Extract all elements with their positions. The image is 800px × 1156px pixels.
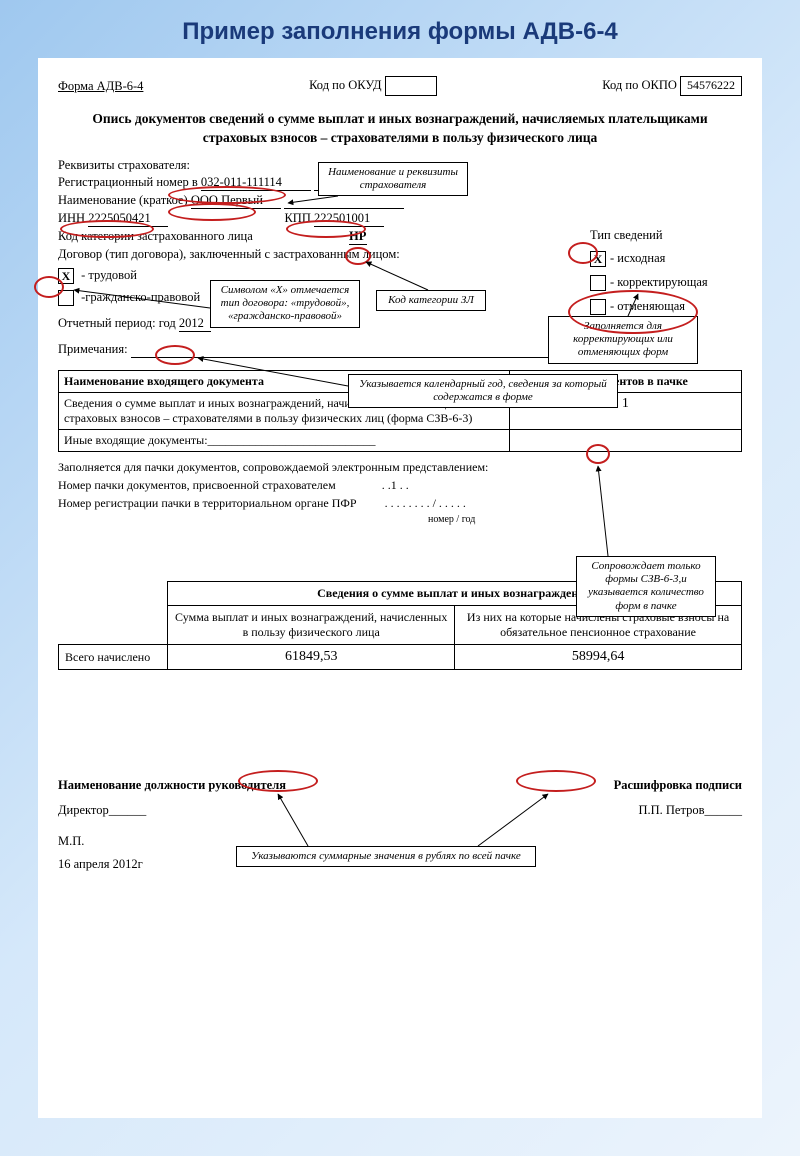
tbl2-val1: 61849,53 xyxy=(168,645,455,670)
tbl2-rowlabel: Всего начислено xyxy=(59,645,168,670)
opt-gp: -гражданско-правовой xyxy=(81,290,200,304)
cat-label: Код категории застрахованного лица xyxy=(58,229,253,243)
checkbox-gp[interactable] xyxy=(58,290,74,306)
signature-values: Директор______ П.П. Петров______ xyxy=(58,803,742,818)
note-line2-val: . .1 . . xyxy=(382,478,409,492)
header-row: Форма АДВ-6-4 Код по ОКУД Код по ОКПО 54… xyxy=(58,76,742,96)
okud-group: Код по ОКУД xyxy=(309,76,437,96)
note-line3: Номер регистрации пачки в территориально… xyxy=(58,496,357,510)
period-label: Отчетный период: год xyxy=(58,316,176,330)
callout-year: Указывается календарный год, сведения за… xyxy=(348,374,618,408)
notes-block: Заполняется для пачки документов, сопров… xyxy=(58,458,742,527)
opt-korr: - корректирующая xyxy=(610,275,708,289)
okud-value xyxy=(385,76,437,96)
tbl2-col1: Сумма выплат и иных вознаграждений, начи… xyxy=(168,606,455,645)
sig-label: Расшифровка подписи xyxy=(614,778,742,793)
tbl1-r2c1: Иные входящие документы:________________… xyxy=(59,430,510,452)
checkbox-korr[interactable] xyxy=(590,275,606,291)
sig-value: П.П. Петров______ xyxy=(638,803,742,818)
period-value: 2012 xyxy=(179,316,211,332)
name-label: Наименование (краткое) xyxy=(58,193,188,207)
subtitle: Опись документов сведений о сумме выплат… xyxy=(78,110,722,148)
checkbox-ishod[interactable]: X xyxy=(590,251,606,267)
form-code: Форма АДВ-6-4 xyxy=(58,79,143,94)
callout-insurer: Наименование и реквизиты страхователя xyxy=(318,162,468,196)
reg-value: 032-011-111114 xyxy=(201,175,311,191)
pos-label: Наименование должности руководителя xyxy=(58,778,286,793)
inn-label: ИНН xyxy=(58,211,85,225)
okpo-label: Код по ОКПО xyxy=(602,78,677,92)
okud-label: Код по ОКУД xyxy=(309,78,381,92)
callout-catcode: Код категории ЗЛ xyxy=(376,290,486,311)
callout-symbol: Символом «Х» отмечается тип договора: «т… xyxy=(210,280,360,328)
inn-value: 2225050421 xyxy=(88,211,168,227)
callout-sum: Указываются суммарные значения в рублях … xyxy=(236,846,536,867)
note-line3-val: . . . . . . . . / . . . . . xyxy=(385,496,466,510)
opt-trud: - трудовой xyxy=(81,268,137,282)
callout-korr: Заполняется для корректирующих или отмен… xyxy=(548,316,698,364)
name-value: ООО Первый xyxy=(191,193,281,209)
cat-value: НР xyxy=(349,229,367,245)
kpp-value: 222501001 xyxy=(314,211,384,227)
type-info-block: Тип сведений X - исходная - корректирующа… xyxy=(590,228,740,323)
checkbox-trud[interactable]: X xyxy=(58,268,74,284)
note-line2: Номер пачки документов, присвоенной стра… xyxy=(58,478,336,492)
okpo-value: 54576222 xyxy=(680,76,742,96)
notes-label: Примечания: xyxy=(58,342,128,356)
signature-header: Наименование должности руководителя Расш… xyxy=(58,778,742,793)
note-line3-sub: номер / год xyxy=(428,512,742,527)
checkbox-otm[interactable] xyxy=(590,299,606,315)
note-line1: Заполняется для пачки документов, сопров… xyxy=(58,458,742,476)
callout-szv: Сопровождает только формы СЗВ-6-3,и указ… xyxy=(576,556,716,617)
kpp-label: КПП xyxy=(284,211,310,225)
page-title: Пример заполнения формы АДВ-6-4 xyxy=(0,0,800,58)
tbl1-r2c2 xyxy=(509,430,741,452)
pos-value: Директор______ xyxy=(58,803,146,818)
document-body: Форма АДВ-6-4 Код по ОКУД Код по ОКПО 54… xyxy=(38,58,762,1118)
type-header: Тип сведений xyxy=(590,228,740,243)
okpo-group: Код по ОКПО 54576222 xyxy=(602,76,742,96)
opt-ishod: - исходная xyxy=(610,251,665,265)
opt-otm: - отменяющая xyxy=(610,299,685,313)
reg-label: Регистрационный номер в xyxy=(58,175,198,189)
tbl2-val2: 58994,64 xyxy=(455,645,742,670)
